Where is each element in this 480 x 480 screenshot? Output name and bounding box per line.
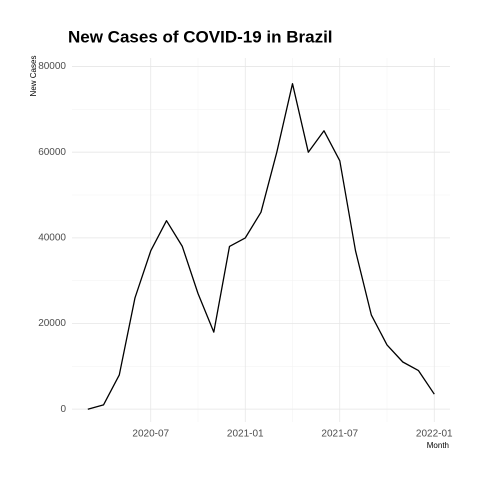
y-tick-label: 80000 (38, 61, 66, 72)
x-axis-title: Month (427, 441, 449, 450)
y-tick-label: 0 (60, 404, 66, 415)
x-tick-label: 2021-01 (227, 429, 264, 440)
y-tick-label: 20000 (38, 318, 66, 329)
y-tick-label: 60000 (38, 147, 66, 158)
chart-title: New Cases of COVID-19 in Brazil (68, 27, 333, 46)
y-tick-label: 40000 (38, 232, 66, 243)
y-axis-title: New Cases (29, 56, 38, 97)
x-tick-label: 2021-07 (321, 429, 358, 440)
x-tick-label: 2022-01 (416, 429, 453, 440)
x-tick-label: 2020-07 (132, 429, 169, 440)
line (87, 83, 435, 410)
